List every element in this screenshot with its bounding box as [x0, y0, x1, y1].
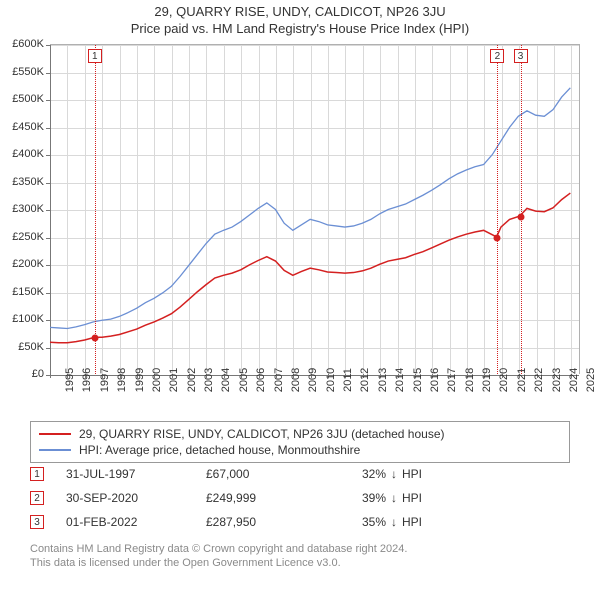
sale-point-dot [517, 213, 524, 220]
sale-point-dot [494, 234, 501, 241]
event-marker-box: 3 [514, 49, 528, 63]
sale-point-dot [91, 335, 98, 342]
down-arrow-icon: ↓ [386, 491, 402, 505]
event-row: 1 31-JUL-1997£67,00032%↓HPI [30, 462, 570, 486]
event-vs-label: HPI [402, 491, 422, 505]
event-marker-box: 1 [88, 49, 102, 63]
event-row: 2 30-SEP-2020£249,99939%↓HPI [30, 486, 570, 510]
legend-swatch [39, 433, 71, 435]
y-tick-label: £500K [12, 93, 44, 105]
legend-row: 29, QUARRY RISE, UNDY, CALDICOT, NP26 3J… [39, 426, 561, 442]
legend: 29, QUARRY RISE, UNDY, CALDICOT, NP26 3J… [30, 421, 570, 463]
event-pct: 39% [326, 491, 386, 505]
y-tick-label: £450K [12, 121, 44, 133]
y-tick-label: £0 [32, 368, 44, 380]
event-marker: 1 [30, 467, 44, 481]
y-tick-label: £250K [12, 231, 44, 243]
event-vs-label: HPI [402, 467, 422, 481]
chart-plot-area: 1 23 [50, 44, 580, 374]
event-price: £287,950 [206, 515, 326, 529]
markers-layer: 1 23 [50, 45, 579, 374]
event-date: 30-SEP-2020 [66, 491, 206, 505]
footer-attribution: Contains HM Land Registry data © Crown c… [30, 542, 570, 571]
event-marker: 3 [30, 515, 44, 529]
event-pct: 32% [326, 467, 386, 481]
chart-titles: 29, QUARRY RISE, UNDY, CALDICOT, NP26 3J… [0, 0, 600, 38]
y-tick-label: £300K [12, 203, 44, 215]
y-tick-label: £200K [12, 258, 44, 270]
event-price: £67,000 [206, 467, 326, 481]
legend-label: HPI: Average price, detached house, Monm… [79, 443, 360, 457]
y-tick-label: £50K [18, 341, 44, 353]
chart-title-main: 29, QUARRY RISE, UNDY, CALDICOT, NP26 3J… [10, 4, 590, 19]
legend-swatch [39, 449, 71, 451]
event-row: 3 01-FEB-2022£287,95035%↓HPI [30, 510, 570, 534]
x-tick-label: 2025 [571, 368, 597, 392]
event-marker-box: 2 [490, 49, 504, 63]
down-arrow-icon: ↓ [386, 467, 402, 481]
event-pct: 35% [326, 515, 386, 529]
chart-title-sub: Price paid vs. HM Land Registry's House … [10, 21, 590, 36]
footer-line-2: This data is licensed under the Open Gov… [30, 556, 570, 570]
event-price: £249,999 [206, 491, 326, 505]
legend-label: 29, QUARRY RISE, UNDY, CALDICOT, NP26 3J… [79, 427, 445, 441]
events-table: 131-JUL-1997£67,00032%↓HPI230-SEP-2020£2… [30, 462, 570, 534]
event-date: 31-JUL-1997 [66, 467, 206, 481]
y-tick-label: £600K [12, 38, 44, 50]
y-tick-label: £350K [12, 176, 44, 188]
y-tick-label: £150K [12, 286, 44, 298]
footer-line-1: Contains HM Land Registry data © Crown c… [30, 542, 570, 556]
y-tick-label: £550K [12, 66, 44, 78]
event-marker: 2 [30, 491, 44, 505]
down-arrow-icon: ↓ [386, 515, 402, 529]
y-tick-label: £100K [12, 313, 44, 325]
legend-row: HPI: Average price, detached house, Monm… [39, 442, 561, 458]
y-tick-label: £400K [12, 148, 44, 160]
event-vs-label: HPI [402, 515, 422, 529]
y-axis-ticks: £0£50K£100K£150K£200K£250K£300K£350K£400… [0, 44, 48, 374]
event-date: 01-FEB-2022 [66, 515, 206, 529]
x-axis-ticks: 1995199619971998199920002001200220032004… [50, 376, 580, 426]
